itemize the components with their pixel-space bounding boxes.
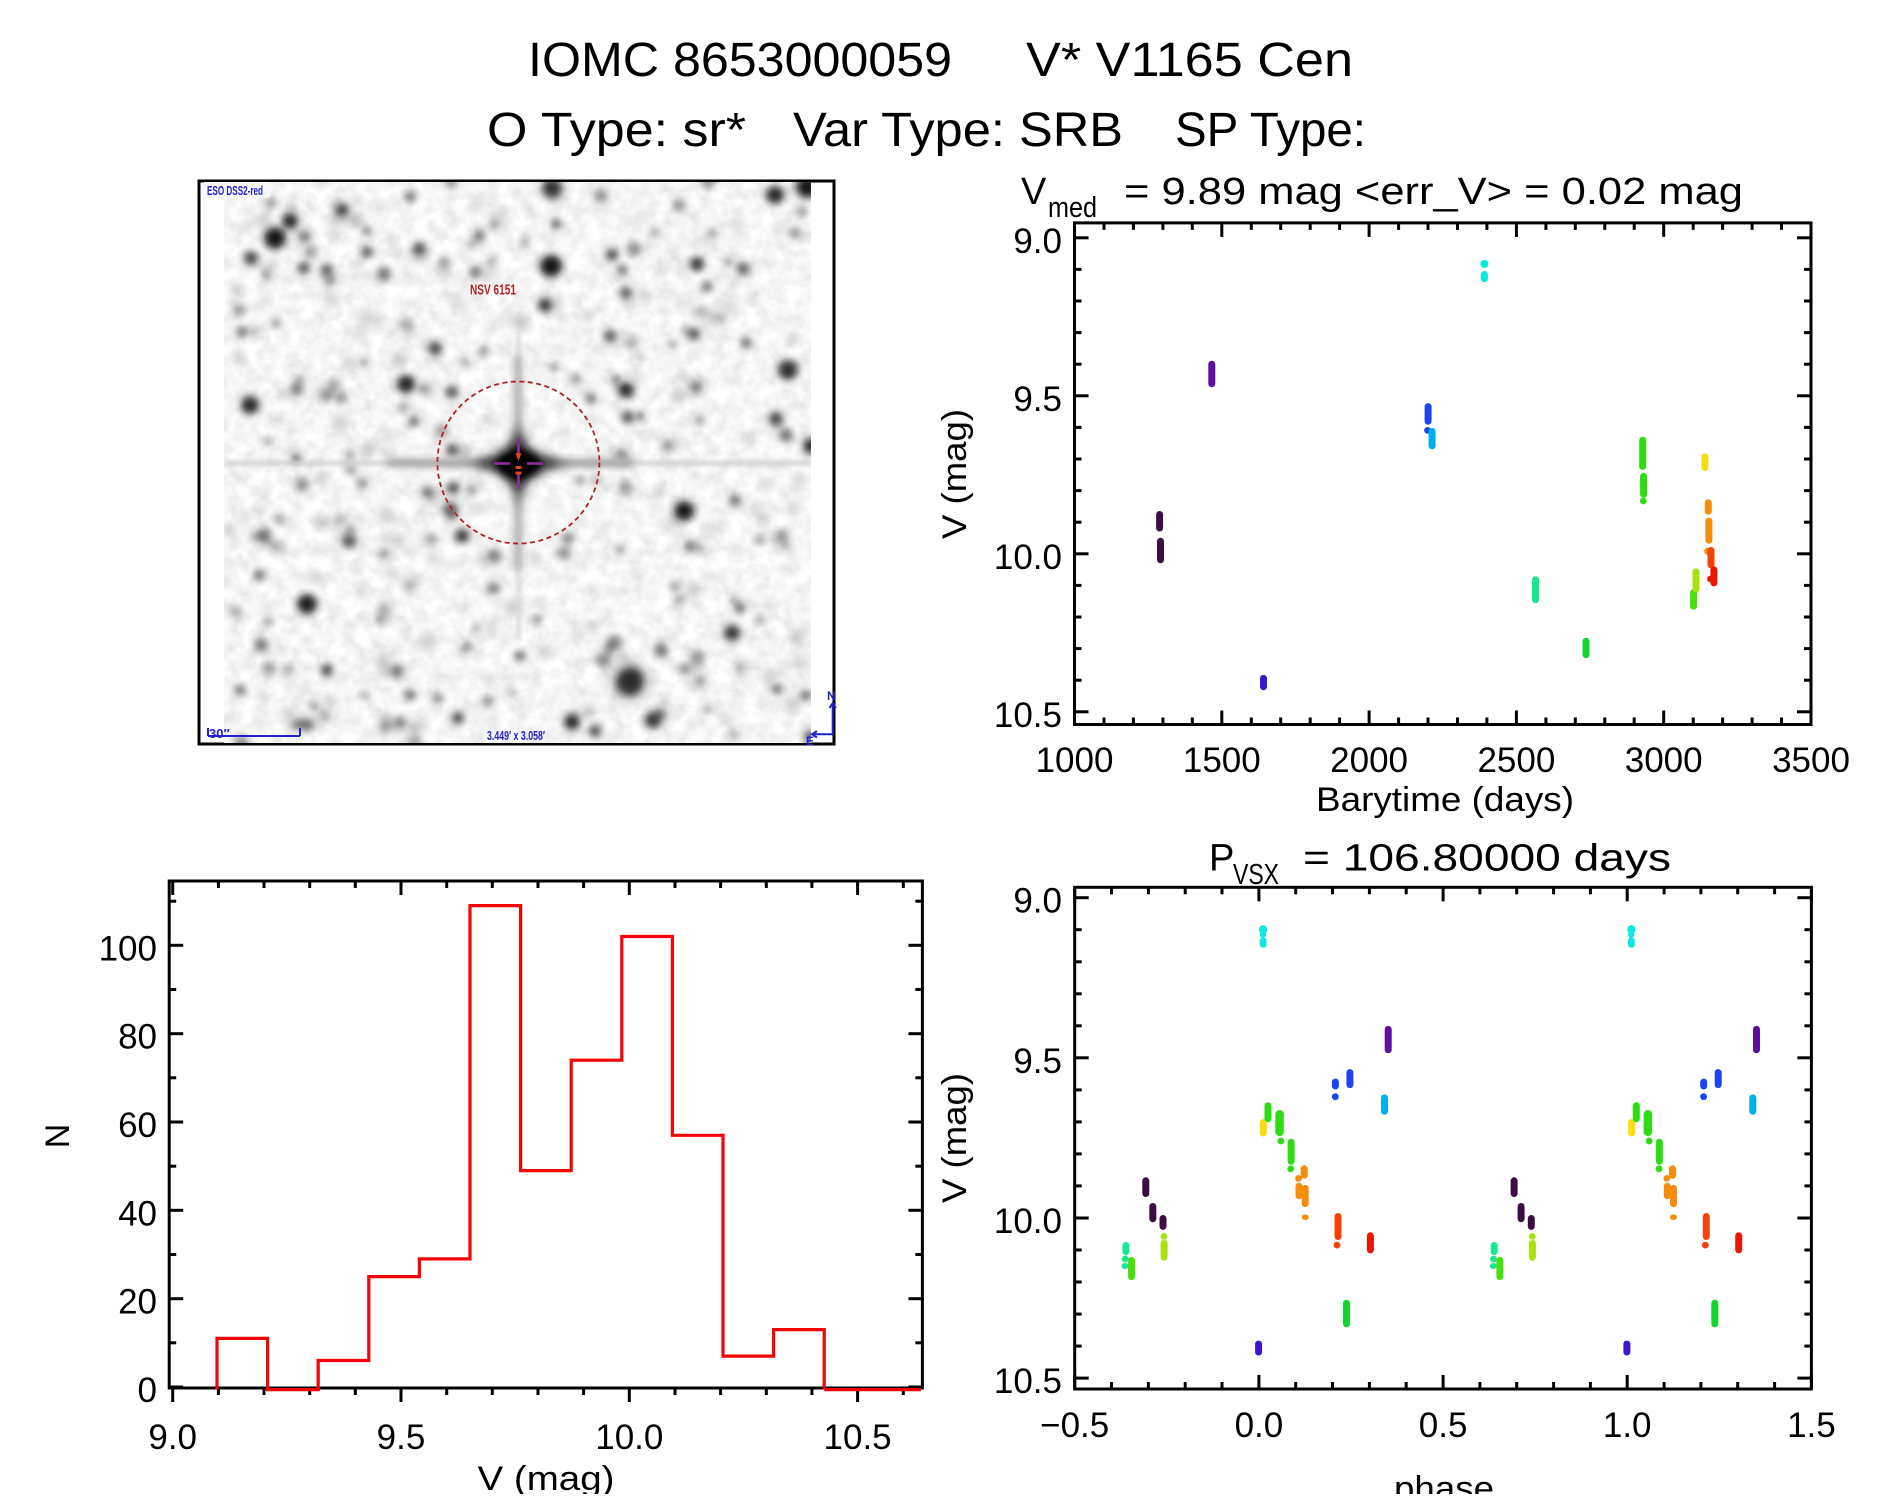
svg-text:10.5: 10.5: [994, 1362, 1062, 1401]
svg-text:1.5: 1.5: [1787, 1406, 1836, 1445]
svg-text:20: 20: [118, 1283, 157, 1322]
svg-text:= 106.80000 days: = 106.80000 days: [1303, 838, 1671, 880]
svg-text:9.5: 9.5: [1013, 380, 1062, 419]
svg-text:SP Type:: SP Type:: [1175, 104, 1366, 157]
svg-text:2500: 2500: [1477, 741, 1555, 780]
svg-text:V (mag): V (mag): [478, 1460, 615, 1494]
svg-text:0.5: 0.5: [1419, 1406, 1468, 1445]
svg-text:60: 60: [118, 1106, 157, 1145]
svg-text:9.0: 9.0: [148, 1418, 197, 1457]
svg-text:= 9.89 mag <err_V> = 0.02 mag: = 9.89 mag <err_V> = 0.02 mag: [1124, 171, 1743, 213]
svg-text:10.0: 10.0: [994, 538, 1062, 577]
svg-text:V* V1165 Cen: V* V1165 Cen: [1026, 34, 1353, 87]
svg-text:0.0: 0.0: [1235, 1406, 1284, 1445]
svg-text:10.5: 10.5: [994, 696, 1062, 735]
svg-text:9.5: 9.5: [377, 1418, 426, 1457]
svg-text:40: 40: [118, 1194, 157, 1233]
svg-text:10.5: 10.5: [824, 1418, 892, 1457]
svg-text:Barytime (days): Barytime (days): [1316, 781, 1574, 819]
svg-text:V (mag): V (mag): [936, 409, 974, 539]
svg-text:1500: 1500: [1183, 741, 1261, 780]
svg-text:80: 80: [118, 1018, 157, 1057]
svg-text:10.0: 10.0: [595, 1418, 663, 1457]
svg-text:2000: 2000: [1330, 741, 1408, 780]
svg-text:9.0: 9.0: [1013, 222, 1062, 261]
svg-text:100: 100: [99, 929, 157, 968]
svg-text:1.0: 1.0: [1603, 1406, 1652, 1445]
svg-text:IOMC 8653000059: IOMC 8653000059: [528, 34, 952, 87]
svg-text:Var Type: SRB: Var Type: SRB: [793, 104, 1123, 157]
svg-text:E: E: [806, 734, 814, 748]
svg-text:10.0: 10.0: [994, 1202, 1062, 1241]
svg-text:3000: 3000: [1625, 741, 1703, 780]
svg-text:P: P: [1209, 838, 1234, 880]
svg-text:N: N: [827, 689, 836, 703]
svg-text:V (mag): V (mag): [936, 1073, 974, 1203]
svg-text:0: 0: [138, 1371, 157, 1410]
svg-text:med: med: [1048, 192, 1097, 224]
svg-text:V: V: [1021, 171, 1047, 213]
svg-text:3500: 3500: [1772, 741, 1850, 780]
svg-text:9.0: 9.0: [1013, 882, 1062, 921]
svg-text:30″: 30″: [209, 726, 230, 741]
svg-text:phase: phase: [1394, 1470, 1494, 1494]
svg-text:ESO DSS2-red: ESO DSS2-red: [207, 183, 263, 198]
svg-text:N: N: [39, 1124, 77, 1149]
svg-text:1000: 1000: [1036, 741, 1114, 780]
svg-text:−0.5: −0.5: [1040, 1406, 1109, 1445]
svg-text:NSV 6151: NSV 6151: [470, 282, 516, 299]
svg-text:O Type: sr*: O Type: sr*: [487, 104, 746, 157]
svg-text:VSX: VSX: [1233, 859, 1279, 891]
svg-text:9.5: 9.5: [1013, 1042, 1062, 1081]
svg-text:3.449′ x 3.058′: 3.449′ x 3.058′: [487, 728, 545, 743]
